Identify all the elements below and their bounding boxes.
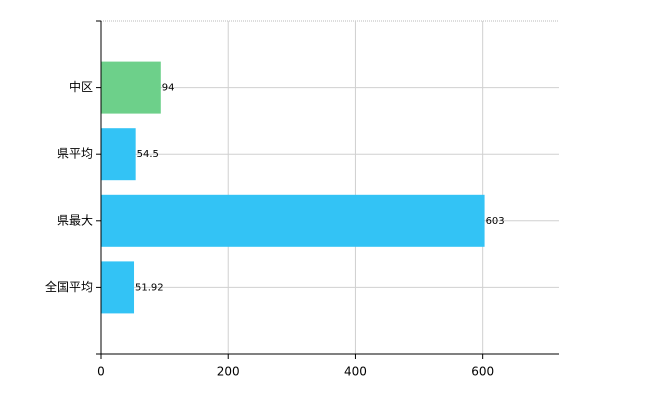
x-tick-label: 200 bbox=[217, 365, 240, 379]
value-label: 51.92 bbox=[135, 282, 164, 293]
bar bbox=[101, 61, 161, 114]
y-tick-label: 県平均 bbox=[57, 147, 93, 161]
bar bbox=[101, 128, 136, 181]
bar bbox=[101, 261, 135, 314]
bar bbox=[101, 194, 485, 247]
value-label: 603 bbox=[486, 216, 505, 227]
x-tick-label: 600 bbox=[471, 365, 494, 379]
x-tick-label: 400 bbox=[344, 365, 367, 379]
value-label: 54.5 bbox=[137, 149, 159, 160]
y-tick-label: 中区 bbox=[69, 79, 93, 94]
x-tick-label: 0 bbox=[97, 365, 105, 379]
value-label: 94 bbox=[162, 83, 175, 94]
y-tick-label: 全国平均 bbox=[45, 279, 93, 294]
y-tick-label: 県最大 bbox=[57, 213, 93, 227]
